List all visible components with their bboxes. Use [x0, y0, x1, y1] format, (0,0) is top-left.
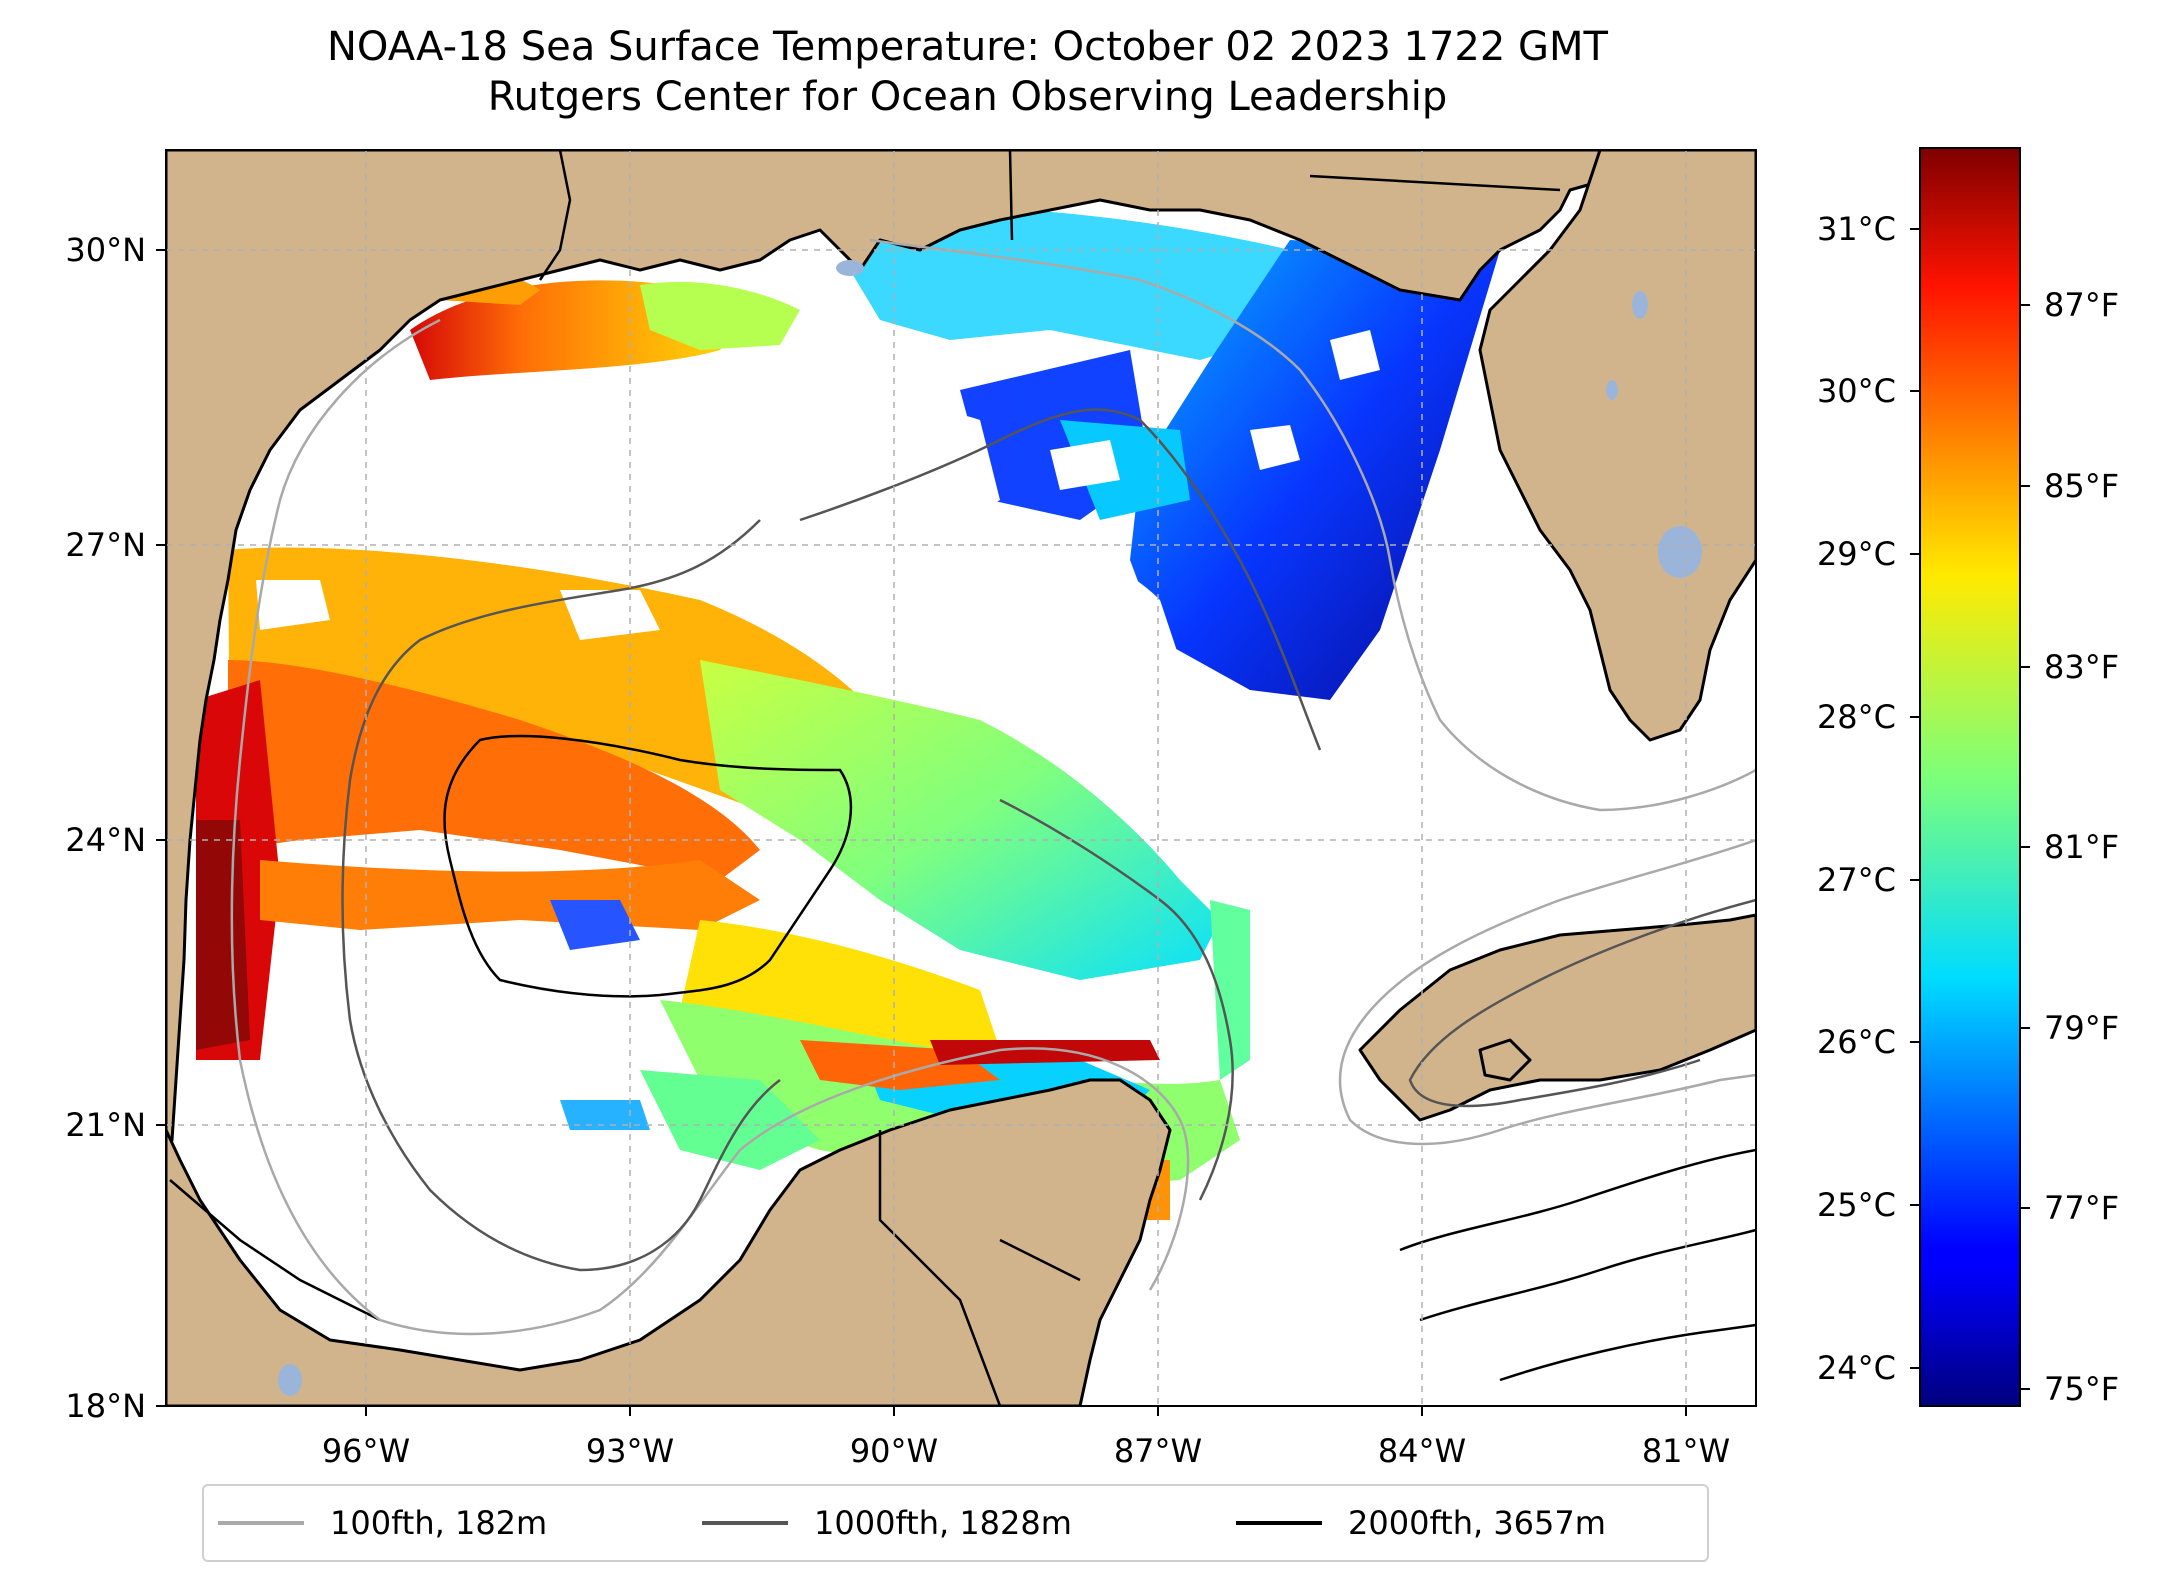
- lat-label-24n: 24°N: [65, 821, 146, 859]
- colorbar: [1919, 147, 2021, 1407]
- lat-label-30n: 30°N: [65, 231, 146, 269]
- lakes-layer: [278, 260, 1702, 1396]
- gridlines: [166, 150, 1756, 1406]
- lat-label-18n: 18°N: [65, 1387, 146, 1425]
- land-cuba: [1358, 913, 1756, 1122]
- lat-label-21n: 21°N: [65, 1106, 146, 1144]
- celsius-label-24: 24°C: [1817, 1349, 1896, 1387]
- legend-swatch-2000fth: [1236, 1521, 1322, 1525]
- map-panel: [166, 150, 1756, 1406]
- legend-label-100fth: 100fth, 182m: [330, 1504, 548, 1542]
- fahrenheit-label-75: 75°F: [2044, 1370, 2119, 1408]
- no-data-gaps: [256, 330, 1380, 1080]
- colorbar-fahrenheit-ticks: [2020, 304, 2030, 1390]
- lon-label-96w: 96°W: [322, 1432, 410, 1470]
- contour-legend: 100fth, 182m 1000fth, 1828m 2000fth, 365…: [202, 1484, 1709, 1562]
- title-line-2: Rutgers Center for Ocean Observing Leade…: [487, 74, 1448, 120]
- fahrenheit-label-79: 79°F: [2044, 1009, 2119, 1047]
- fahrenheit-label-77: 77°F: [2044, 1189, 2119, 1227]
- lon-label-87w: 87°W: [1114, 1432, 1202, 1470]
- legend-swatch-100fth: [218, 1521, 304, 1525]
- legend-item-2000fth: 2000fth, 3657m: [1236, 1486, 1606, 1560]
- legend-item-100fth: 100fth, 182m: [218, 1486, 547, 1560]
- contour-2000fth: [443, 734, 1756, 1382]
- land-isla-juventud: [1478, 1038, 1532, 1082]
- celsius-label-25: 25°C: [1817, 1186, 1896, 1224]
- lat-label-27n: 27°N: [65, 526, 146, 564]
- lat-ticks: [156, 249, 166, 1407]
- land-layer: [166, 150, 1756, 1406]
- celsius-label-27: 27°C: [1817, 861, 1896, 899]
- borders-layer: [169, 150, 1561, 1406]
- lon-label-81w: 81°W: [1642, 1432, 1730, 1470]
- contour-100fth: [230, 238, 1756, 1336]
- legend-label-1000fth: 1000fth, 1828m: [814, 1504, 1072, 1542]
- sst-data-layer: [196, 206, 1500, 1220]
- map-frame: [165, 149, 1757, 1407]
- colorbar-celsius-ticks: [1910, 228, 1920, 1369]
- celsius-label-30: 30°C: [1817, 372, 1896, 410]
- celsius-label-31: 31°C: [1817, 210, 1896, 248]
- page-title: NOAA-18 Sea Surface Temperature: October…: [0, 22, 1935, 122]
- lon-label-90w: 90°W: [850, 1432, 938, 1470]
- legend-item-1000fth: 1000fth, 1828m: [702, 1486, 1072, 1560]
- land-us-gulf-coast: [166, 150, 1756, 1162]
- lon-label-84w: 84°W: [1378, 1432, 1466, 1470]
- fahrenheit-label-85: 85°F: [2044, 467, 2119, 505]
- celsius-label-28: 28°C: [1817, 698, 1896, 736]
- celsius-label-26: 26°C: [1817, 1023, 1896, 1061]
- title-line-1: NOAA-18 Sea Surface Temperature: October…: [327, 24, 1608, 70]
- land-florida: [1478, 150, 1756, 742]
- legend-swatch-1000fth: [702, 1521, 788, 1525]
- fahrenheit-label-81: 81°F: [2044, 828, 2119, 866]
- lon-label-93w: 93°W: [586, 1432, 674, 1470]
- celsius-label-29: 29°C: [1817, 535, 1896, 573]
- fahrenheit-label-87: 87°F: [2044, 286, 2119, 324]
- land-mexico: [166, 1078, 1172, 1406]
- legend-label-2000fth: 2000fth, 3657m: [1348, 1504, 1606, 1542]
- lon-ticks: [365, 1406, 1687, 1416]
- fahrenheit-label-83: 83°F: [2044, 648, 2119, 686]
